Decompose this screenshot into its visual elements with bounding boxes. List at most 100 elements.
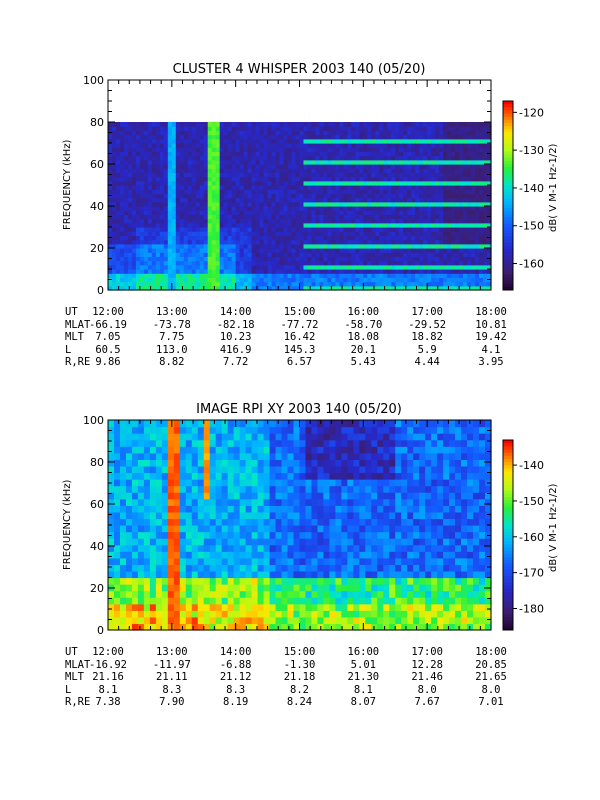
eph-value-rre: 7.67 <box>414 696 440 708</box>
colorbar-tick-label: -180 <box>519 602 544 615</box>
y-axis: 0 20 40 60 80 100 <box>83 74 491 297</box>
eph-value-mlat: -66.19 <box>89 318 127 331</box>
eph-value-mlat: -6.88 <box>219 658 252 671</box>
eph-value-mlt: 21.18 <box>283 671 316 683</box>
eph-value-mlat: -82.18 <box>216 318 255 331</box>
eph-value-mlt: 7.05 <box>95 331 121 343</box>
eph-value-ut: 18:00 <box>475 306 507 318</box>
colorbar-tick-label: -150 <box>519 220 544 233</box>
panel2-ephemeris: UT MLAT MLT L R,RE 12:00 13:00 14:00 15:00 1… <box>65 646 507 721</box>
x-axis <box>107 80 492 290</box>
eph-value-mlt: 21.46 <box>411 671 443 683</box>
eph-row-mlt: MLT <box>65 671 84 683</box>
eph-value-mlat: -77.72 <box>280 318 319 331</box>
eph-value-mlt: 21.11 <box>156 671 188 683</box>
eph-value-mlat: -73.78 <box>152 318 191 331</box>
colorbar-frame <box>502 100 514 291</box>
y-tick-label: 60 <box>90 158 104 171</box>
colorbar-tick-label: -130 <box>519 144 544 157</box>
eph-value-ut: 14:00 <box>219 646 252 658</box>
eph-value-l: 5.9 <box>417 343 437 356</box>
eph-value-l: 20.1 <box>350 343 376 356</box>
colorbar-tick-label: -140 <box>519 182 544 195</box>
colorbar-frame <box>502 439 514 631</box>
eph-value-rre: 7.90 <box>159 696 185 708</box>
eph-value-mlt: 10.23 <box>219 331 252 343</box>
eph-row-mlat: MLAT <box>65 318 91 331</box>
eph-value-l: 8.1 <box>98 683 118 696</box>
eph-value-l: 8.2 <box>290 683 309 696</box>
eph-value-rre: 8.19 <box>223 696 249 708</box>
eph-value-l: 8.0 <box>417 683 437 696</box>
eph-row-ut: UT <box>65 306 78 318</box>
eph-value-mlt: 21.16 <box>92 671 124 683</box>
eph-row-ut: UT <box>65 646 78 658</box>
eph-value-mlat: -11.97 <box>152 658 191 671</box>
eph-row-l: L <box>65 343 72 356</box>
y-tick-label: 80 <box>90 116 104 129</box>
y-tick-label: 80 <box>90 456 104 469</box>
colorbar: -120 -130 -140 -150 -160 <box>502 100 544 291</box>
eph-value-ut: 17:00 <box>411 306 443 318</box>
eph-value-ut: 18:00 <box>475 646 507 658</box>
eph-value-ut: 16:00 <box>347 306 380 318</box>
eph-value-l: 113.0 <box>156 343 188 356</box>
eph-value-mlat: -29.52 <box>408 318 447 331</box>
eph-row-mlat: MLAT <box>65 658 91 671</box>
panel2-title: IMAGE RPI XY 2003 140 (05/20) <box>196 402 402 417</box>
eph-value-mlt: 7.75 <box>159 331 185 343</box>
eph-value-ut: 14:00 <box>219 306 252 318</box>
colorbar-tick-label: -160 <box>519 531 544 544</box>
x-axis <box>107 420 492 630</box>
panel1-title: CLUSTER 4 WHISPER 2003 140 (05/20) <box>172 62 426 77</box>
eph-value-mlat: 5.01 <box>350 658 376 671</box>
eph-value-ut: 13:00 <box>156 646 188 658</box>
eph-value-mlat: 20.85 <box>475 658 507 671</box>
eph-value-mlt: 21.30 <box>347 671 380 683</box>
eph-value-mlat: 12.28 <box>411 658 443 671</box>
y-tick-label: 0 <box>97 284 104 297</box>
eph-value-l: 145.3 <box>283 343 316 356</box>
y-tick-label: 100 <box>83 414 104 427</box>
eph-value-l: 416.9 <box>219 343 252 356</box>
panel2-cbar-label: dB( V M-1 Hz-1/2) <box>548 483 559 572</box>
eph-value-mlat: -1.30 <box>283 658 316 671</box>
colorbar-tick-label: -170 <box>519 567 544 580</box>
eph-value-l: 8.3 <box>226 683 246 696</box>
eph-value-rre: 6.57 <box>286 356 313 368</box>
eph-value-rre: 8.24 <box>286 696 313 708</box>
eph-value-ut: 12:00 <box>92 306 124 318</box>
eph-value-mlt: 18.08 <box>347 331 380 343</box>
eph-value-l: 60.5 <box>95 343 121 356</box>
eph-value-mlat: -58.70 <box>344 318 383 331</box>
y-axis: 0 20 40 60 80 100 <box>83 414 491 637</box>
eph-value-mlat: 10.81 <box>475 318 507 331</box>
eph-value-ut: 15:00 <box>283 646 316 658</box>
eph-value-ut: 12:00 <box>92 646 124 658</box>
eph-row-l: L <box>65 683 72 696</box>
y-tick-label: 20 <box>90 582 104 595</box>
eph-value-rre: 3.95 <box>478 356 504 368</box>
y-tick-label: 100 <box>83 74 104 87</box>
panel1-ephemeris: UT MLAT MLT L R,RE 12:00 13:00 14:00 15:00 1… <box>65 306 507 381</box>
y-tick-label: 60 <box>90 498 104 511</box>
eph-value-l: 8.3 <box>162 683 182 696</box>
y-tick-label: 20 <box>90 242 104 255</box>
eph-value-rre: 5.43 <box>350 356 376 368</box>
eph-value-ut: 17:00 <box>411 646 443 658</box>
eph-value-mlt: 18.82 <box>411 331 443 343</box>
eph-value-mlt: 21.12 <box>219 671 252 683</box>
eph-value-ut: 13:00 <box>156 306 188 318</box>
eph-row-rre: R,RE <box>65 356 91 368</box>
eph-value-l: 8.0 <box>481 683 501 696</box>
y-tick-label: 0 <box>97 624 104 637</box>
colorbar-tick-label: -140 <box>519 459 544 472</box>
eph-value-mlt: 19.42 <box>475 331 507 343</box>
eph-value-mlt: 21.65 <box>475 671 507 683</box>
colorbar-tick-label: -150 <box>519 495 544 508</box>
eph-value-rre: 8.82 <box>159 356 185 368</box>
colorbar-tick-label: -120 <box>519 106 544 119</box>
eph-value-l: 4.1 <box>481 343 501 356</box>
